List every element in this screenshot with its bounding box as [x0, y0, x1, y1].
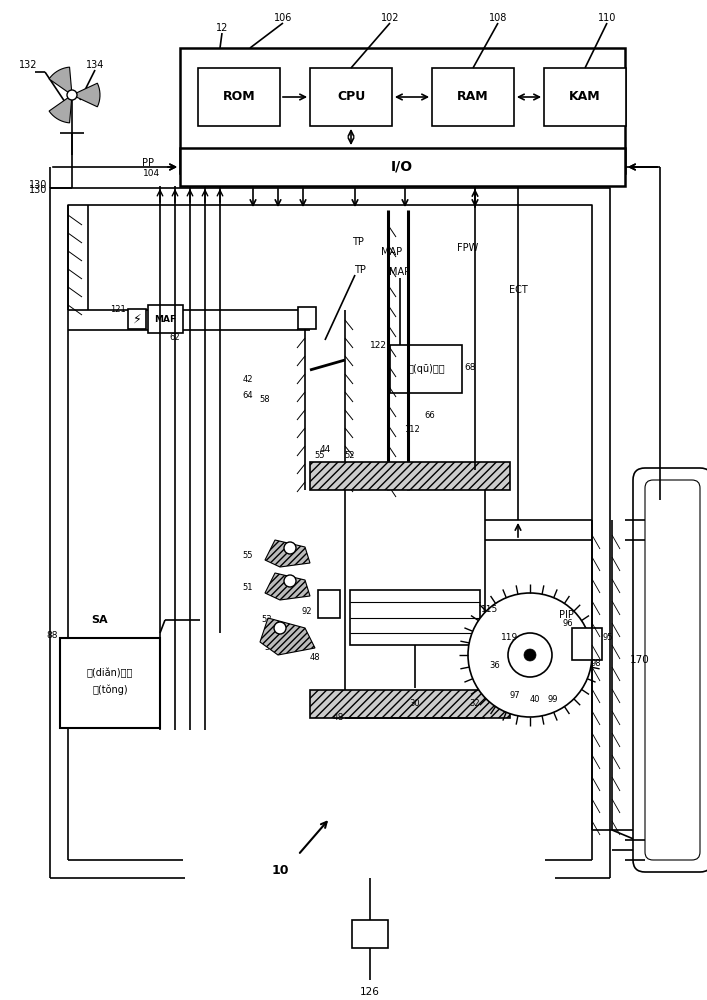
Text: ⚡: ⚡	[133, 312, 141, 326]
Text: 52: 52	[345, 450, 355, 460]
Text: SA: SA	[92, 615, 108, 625]
Text: I/O: I/O	[391, 160, 413, 174]
Circle shape	[524, 649, 536, 661]
Text: 110: 110	[598, 13, 617, 23]
Circle shape	[284, 542, 296, 554]
Bar	[318, 590, 340, 618]
Text: 96: 96	[563, 619, 573, 629]
Polygon shape	[72, 83, 100, 107]
Text: 12: 12	[216, 23, 228, 33]
Text: 40: 40	[530, 696, 540, 704]
Text: 121: 121	[110, 306, 126, 314]
Text: CPU: CPU	[337, 91, 365, 104]
Circle shape	[468, 593, 592, 717]
Bar	[180, 148, 625, 186]
Bar	[310, 690, 510, 718]
Polygon shape	[265, 540, 310, 567]
Text: 53: 53	[262, 615, 272, 624]
Text: ROM: ROM	[223, 91, 255, 104]
Text: ECT: ECT	[508, 285, 527, 295]
Bar	[148, 305, 183, 333]
Polygon shape	[265, 573, 310, 600]
Circle shape	[67, 90, 77, 100]
Text: MAP: MAP	[382, 247, 402, 257]
Circle shape	[284, 575, 296, 587]
Text: 點(diǎn)火系: 點(diǎn)火系	[87, 668, 133, 678]
Circle shape	[274, 622, 286, 634]
Text: 36: 36	[490, 660, 501, 670]
Text: 88: 88	[46, 631, 58, 640]
FancyBboxPatch shape	[645, 480, 700, 860]
Text: 132: 132	[19, 60, 37, 70]
Text: 97: 97	[510, 690, 520, 700]
Text: 95: 95	[603, 634, 613, 643]
Bar	[128, 309, 146, 329]
Text: 112: 112	[404, 426, 420, 434]
Text: KAM: KAM	[569, 91, 601, 104]
Text: 102: 102	[381, 13, 399, 23]
Text: 55: 55	[243, 550, 253, 560]
Text: 30: 30	[409, 700, 421, 708]
Text: 51: 51	[243, 584, 253, 592]
Text: 驅(qū)動器: 驅(qū)動器	[407, 364, 445, 374]
Text: PIP: PIP	[559, 610, 573, 620]
Bar	[432, 68, 514, 126]
Polygon shape	[49, 95, 72, 123]
Text: 48: 48	[332, 714, 344, 722]
Text: 44: 44	[320, 446, 331, 454]
Polygon shape	[49, 67, 72, 95]
Bar	[298, 307, 316, 329]
Text: 55: 55	[315, 450, 325, 460]
Text: PP: PP	[142, 158, 154, 168]
Text: 92: 92	[302, 606, 312, 615]
Bar	[180, 48, 625, 173]
Text: 42: 42	[243, 375, 253, 384]
Text: 32: 32	[469, 700, 480, 708]
Text: 122: 122	[370, 340, 387, 350]
Text: TP: TP	[354, 265, 366, 275]
Text: MAP: MAP	[390, 267, 411, 277]
Text: 62: 62	[170, 334, 180, 342]
Text: 130: 130	[29, 185, 47, 195]
Text: 57: 57	[264, 644, 275, 652]
Text: MAF: MAF	[154, 314, 176, 324]
Bar	[390, 345, 462, 393]
Polygon shape	[260, 618, 315, 655]
Bar	[60, 638, 160, 728]
Text: 134: 134	[86, 60, 104, 70]
Text: 108: 108	[489, 13, 507, 23]
Text: 126: 126	[360, 987, 380, 997]
Text: 115: 115	[481, 605, 498, 614]
Text: FPW: FPW	[457, 243, 479, 253]
Text: 99: 99	[548, 696, 559, 704]
Text: 106: 106	[274, 13, 292, 23]
Text: 68: 68	[464, 363, 476, 372]
Text: 48: 48	[310, 654, 320, 662]
Text: 統(tǒng): 統(tǒng)	[92, 685, 128, 695]
Bar	[198, 68, 280, 126]
Text: 54: 54	[283, 646, 293, 654]
Bar	[310, 462, 510, 490]
FancyBboxPatch shape	[633, 468, 707, 872]
Text: 10: 10	[271, 863, 288, 876]
Text: 104: 104	[144, 168, 160, 178]
Bar	[544, 68, 626, 126]
Text: RAM: RAM	[457, 91, 489, 104]
Text: 170: 170	[630, 655, 650, 665]
Text: 119: 119	[501, 634, 519, 643]
Text: 66: 66	[425, 410, 436, 420]
Bar	[352, 920, 388, 948]
Bar	[350, 590, 480, 645]
Text: 58: 58	[259, 395, 270, 404]
Text: TP: TP	[352, 237, 364, 247]
Text: 98: 98	[590, 660, 602, 668]
Text: 64: 64	[243, 390, 253, 399]
Bar	[572, 628, 602, 660]
Circle shape	[508, 633, 552, 677]
Bar	[310, 68, 392, 126]
Text: 130: 130	[29, 180, 47, 190]
